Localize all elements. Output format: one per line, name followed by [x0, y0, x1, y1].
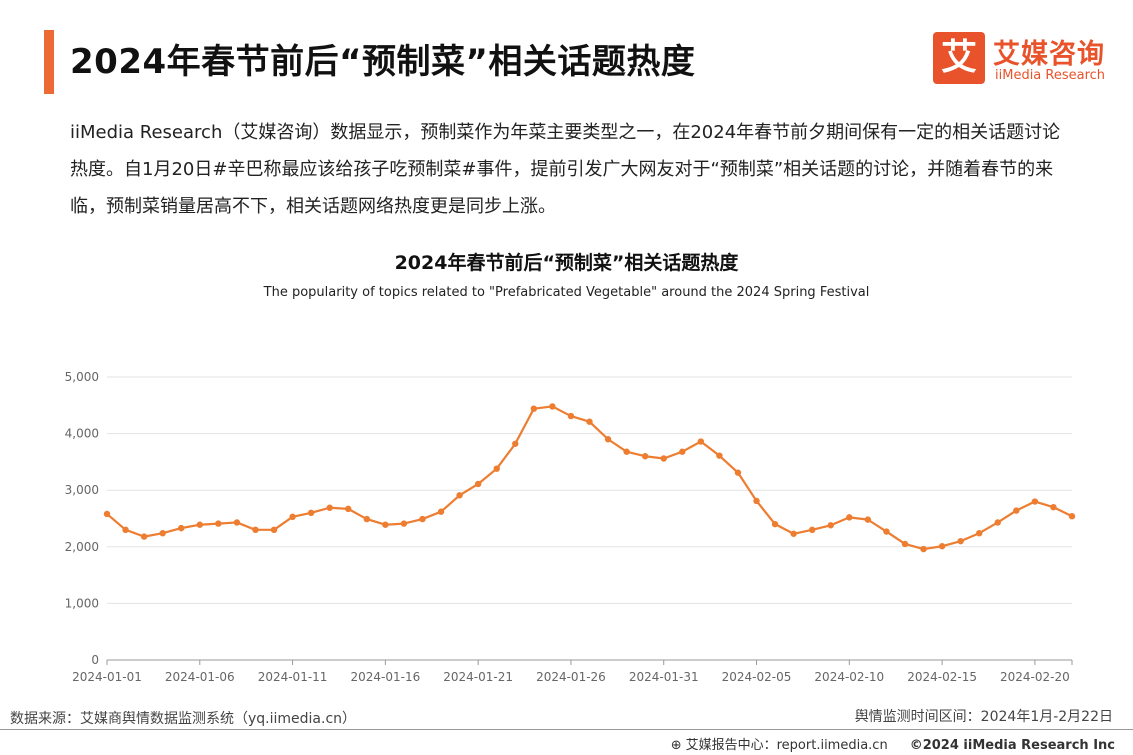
y-tick-label: 1,000 [65, 596, 99, 610]
data-point [716, 452, 723, 459]
data-point [363, 515, 371, 523]
x-tick-label: 2024-01-01 [72, 670, 142, 684]
x-tick-label: 2024-01-06 [165, 670, 235, 684]
chart-subtitle: The popularity of topics related to "Pre… [263, 285, 870, 300]
x-tick-label: 2024-02-20 [1000, 670, 1070, 684]
data-point [307, 509, 315, 517]
data-point [437, 508, 445, 515]
data-point [623, 448, 630, 455]
data-point [456, 492, 463, 499]
x-tick-label: 2024-02-10 [814, 670, 884, 684]
data-point [1050, 503, 1057, 511]
y-tick-label: 2,000 [65, 540, 99, 554]
x-tick-label: 2024-01-11 [258, 670, 328, 684]
data-point [289, 513, 296, 521]
data-point [567, 412, 575, 420]
y-tick-label: 5,000 [65, 370, 99, 384]
data-point [178, 524, 185, 532]
y-tick-label: 3,000 [65, 483, 99, 497]
data-point [345, 505, 352, 513]
brand-logo: 艾 艾媒咨询 iiMedia Research [933, 30, 1118, 90]
data-point [1068, 513, 1076, 520]
data-point [753, 497, 760, 505]
data-point [697, 438, 705, 445]
data-point [512, 440, 519, 447]
data-point [382, 521, 389, 528]
data-point [771, 520, 779, 528]
footer-credits: ⊕ 艾媒报告中心：report.iimedia.cn ©2024 iiMedia R… [671, 734, 1115, 753]
data-point [493, 465, 500, 472]
monitoring-period-note: 舆情监测时间区间：2024年1月-2月22日 [854, 709, 1113, 725]
chart-series [103, 403, 1076, 553]
report-center-link[interactable]: 艾媒报告中心：report.iimedia.cn [685, 738, 888, 753]
x-tick-label: 2024-01-21 [443, 670, 513, 684]
data-point [734, 469, 742, 476]
data-point [660, 455, 667, 462]
data-point [604, 436, 612, 443]
data-point [994, 519, 1001, 526]
x-tick-label: 2024-01-16 [350, 670, 420, 684]
data-point [1031, 498, 1039, 505]
data-point [957, 537, 964, 545]
chart-gridlines [107, 376, 1072, 604]
footer-divider [0, 729, 1133, 730]
y-tick-label: 4,000 [65, 427, 99, 441]
data-point [976, 530, 983, 537]
data-point [586, 418, 593, 425]
logo-mark-icon: 艾 [933, 32, 985, 84]
series-line [106, 405, 1073, 551]
title-accent-bar [44, 30, 54, 94]
line-chart: 0 1,000 2,000 3,000 4,000 5,000 2024-01-01 2024… [65, 370, 1076, 684]
data-point [938, 543, 946, 550]
x-tick-label: 2024-02-15 [907, 670, 977, 684]
globe-icon: ⊕ [670, 738, 682, 753]
logo-english-name: iiMedia Research [995, 68, 1106, 83]
data-point [901, 540, 909, 548]
data-point [474, 480, 482, 488]
data-point [1013, 507, 1020, 514]
data-point [419, 515, 426, 523]
data-point [679, 448, 686, 455]
data-point [641, 453, 649, 460]
data-point [883, 528, 890, 535]
x-tick-label: 2024-01-26 [536, 670, 606, 684]
data-point [122, 526, 129, 534]
data-point [808, 526, 816, 534]
data-point [140, 533, 148, 540]
data-point [103, 510, 111, 518]
data-source-note: 数据来源：艾媒商舆情数据监测系统（yq.iimedia.cn） [10, 711, 357, 727]
logo-chinese-name: 艾媒咨询 [993, 39, 1105, 70]
data-point [159, 530, 166, 537]
data-point [920, 545, 927, 553]
data-point [233, 519, 241, 526]
data-point [549, 403, 556, 410]
data-point [270, 526, 278, 534]
copyright-text: ©2024 iiMedia Research Inc [909, 738, 1115, 753]
data-point [326, 504, 333, 511]
data-point [790, 530, 797, 537]
data-point [846, 514, 853, 521]
data-point [827, 522, 834, 529]
page-title: 2024年春节前后“预制菜”相关话题热度 [70, 42, 696, 82]
data-point [215, 520, 222, 527]
y-tick-label: 0 [91, 653, 99, 667]
data-point [530, 405, 538, 412]
chart-title: 2024年春节前后“预制菜”相关话题热度 [394, 252, 739, 274]
data-point [252, 526, 259, 534]
chart-axes: 0 1,000 2,000 3,000 4,000 5,000 2024-01-01 2024… [65, 370, 1073, 684]
x-tick-label: 2024-02-05 [722, 670, 792, 684]
x-tick-label: 2024-01-31 [629, 670, 699, 684]
intro-paragraph: iiMedia Research（艾媒咨询）数据显示，预制菜作为年菜主要类型之一… [70, 122, 1061, 217]
data-point [400, 520, 408, 527]
data-point [196, 521, 203, 528]
data-point [864, 516, 872, 523]
